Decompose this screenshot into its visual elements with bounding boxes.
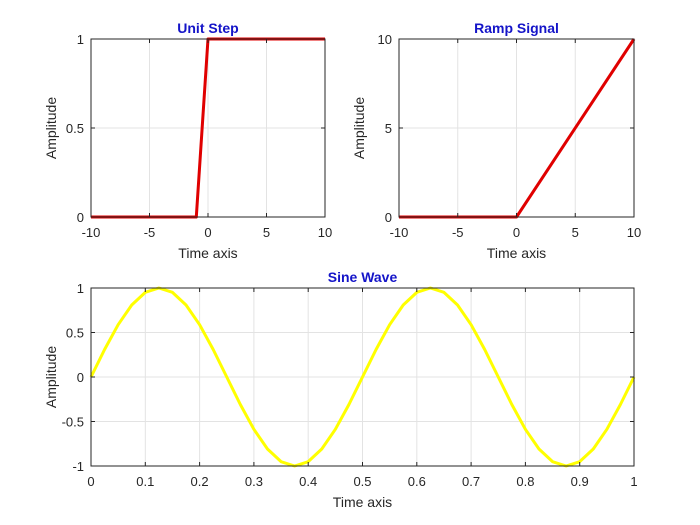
y-tick-label: -1 (72, 459, 84, 474)
y-tick-label: 10 (378, 32, 392, 47)
ramp-signal-chart: -10 -5 0 5 10 0 5 10 Ramp Signal Time axis Amplitu… (351, 20, 641, 261)
x-tick-label: 0.2 (191, 474, 209, 489)
x-tick-label: -5 (452, 225, 464, 240)
x-tick-label: 1 (630, 474, 637, 489)
x-tick-label: -5 (144, 225, 156, 240)
y-axis-label: Amplitude (351, 97, 367, 159)
x-axis-label: Time axis (333, 494, 392, 510)
sine-wave-chart: 0 0.1 0.2 0.3 0.4 0.5 0.6 0.7 0.8 0.9 1 -1 -0.5 0 0.5 1… (43, 269, 638, 510)
y-tick-label: 0.5 (66, 326, 84, 341)
x-axis-label: Time axis (178, 245, 237, 261)
y-tick-label: 1 (77, 32, 84, 47)
y-tick-label: 5 (385, 121, 392, 136)
y-axis-label: Amplitude (43, 97, 59, 159)
x-axis-label: Time axis (487, 245, 546, 261)
y-tick-label: 0 (77, 210, 84, 225)
x-tick-label: -10 (390, 225, 409, 240)
chart-title: Ramp Signal (474, 20, 559, 36)
x-tick-label: 0 (87, 474, 94, 489)
x-tick-label: 0.4 (299, 474, 317, 489)
x-tick-label: 0 (513, 225, 520, 240)
series-line (89, 286, 636, 468)
chart-title: Unit Step (177, 20, 238, 36)
x-tick-label: 0.9 (571, 474, 589, 489)
x-tick-label: 0 (204, 225, 211, 240)
x-tick-label: 0.7 (462, 474, 480, 489)
x-tick-label: 0.3 (245, 474, 263, 489)
x-tick-label: 10 (318, 225, 332, 240)
x-tick-label: 0.6 (408, 474, 426, 489)
y-axis-label: Amplitude (43, 346, 59, 408)
x-tick-label: -10 (82, 225, 101, 240)
unit-step-chart: -10 -5 0 5 10 0 0.5 1 Unit Step Time axis Amplitud… (43, 20, 332, 261)
y-tick-label: 0.5 (66, 121, 84, 136)
x-tick-label: 0.5 (353, 474, 371, 489)
x-tick-label: 5 (263, 225, 270, 240)
y-tick-label: -0.5 (62, 415, 84, 430)
x-tick-label: 0.8 (516, 474, 534, 489)
x-tick-label: 10 (627, 225, 641, 240)
chart-title: Sine Wave (328, 269, 398, 285)
y-tick-label: 0 (77, 370, 84, 385)
x-tick-label: 0.1 (136, 474, 154, 489)
y-tick-label: 1 (77, 281, 84, 296)
y-tick-label: 0 (385, 210, 392, 225)
x-tick-label: 5 (572, 225, 579, 240)
